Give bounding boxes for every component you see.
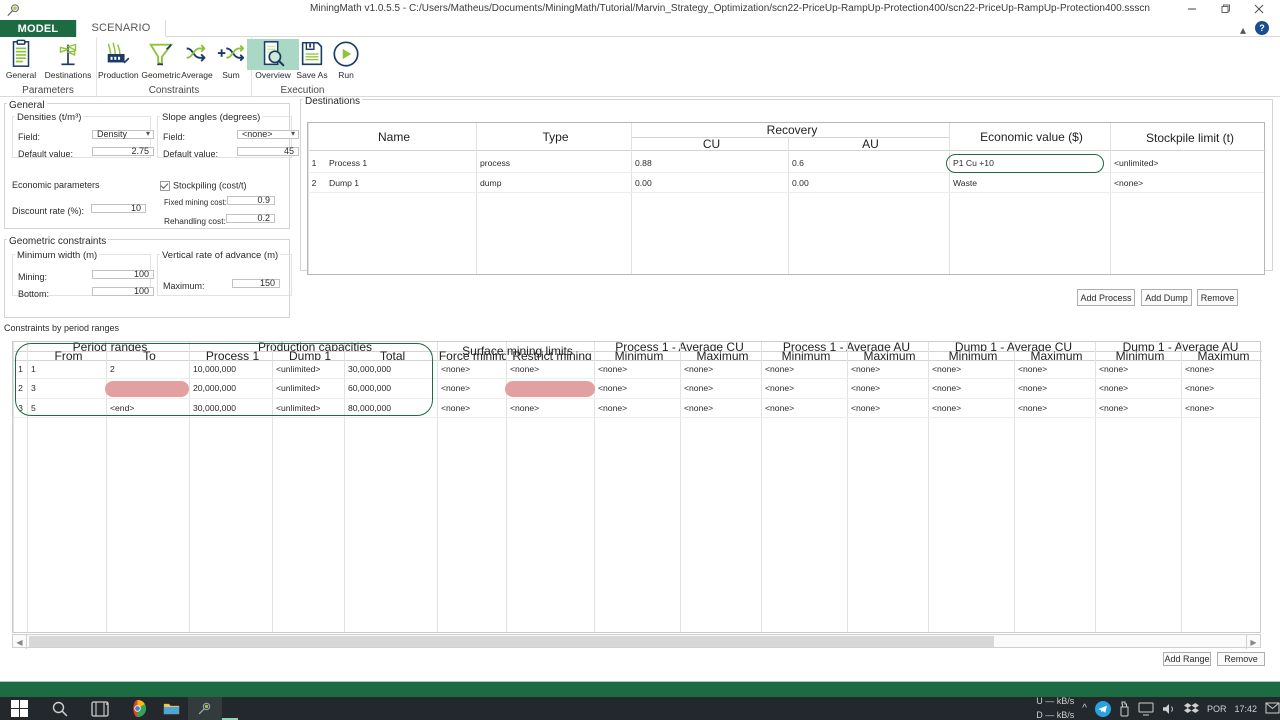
svg-text:?: ?: [1259, 23, 1265, 33]
